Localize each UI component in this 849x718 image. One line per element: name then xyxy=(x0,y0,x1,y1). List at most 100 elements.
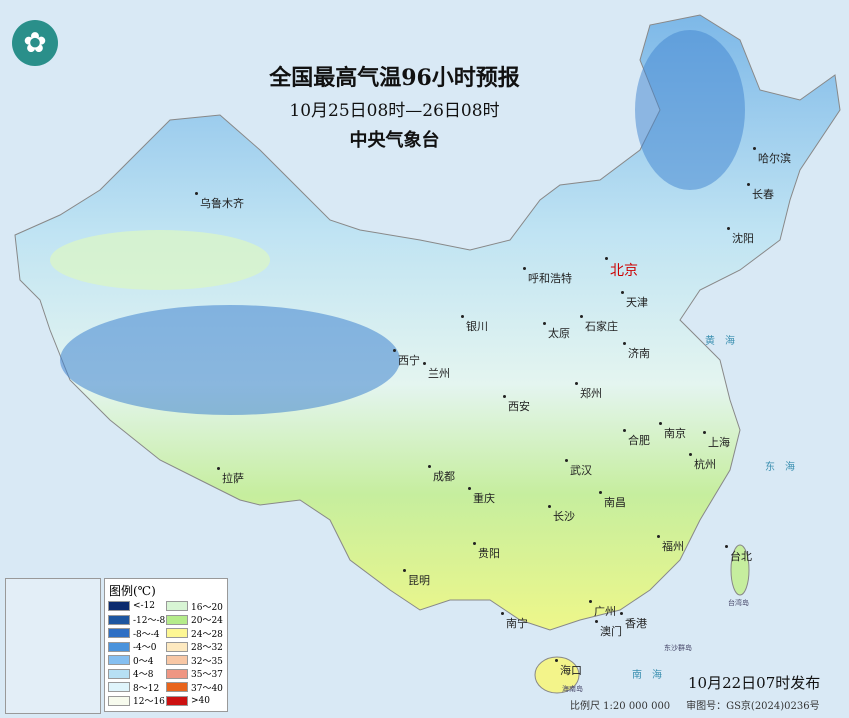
city-label: 呼和浩特 xyxy=(523,267,572,285)
city-label: 广州 xyxy=(589,600,616,618)
legend-label: 35～37 xyxy=(191,670,223,681)
legend-swatch xyxy=(108,641,130,652)
legend-swatch xyxy=(108,628,130,639)
legend-label: >40 xyxy=(191,695,210,706)
city-label: 太原 xyxy=(543,322,570,340)
legend: 图例(℃) <-12 16～20 -12～-8 20～24 -8～-4 24～28 -4～0… xyxy=(104,578,228,712)
legend-item: 24～28 xyxy=(166,627,224,640)
legend-label: -12～-8 xyxy=(133,616,166,627)
legend-label: -8～-4 xyxy=(133,629,160,640)
city-label: 海口 xyxy=(555,659,582,677)
legend-swatch xyxy=(108,614,130,625)
legend-swatch xyxy=(166,668,188,679)
legend-item: >40 xyxy=(166,695,224,708)
city-label: 南昌 xyxy=(599,491,626,509)
legend-item: 32～35 xyxy=(166,654,224,667)
legend-swatch xyxy=(108,695,130,706)
legend-label: 28～32 xyxy=(191,643,223,654)
city-label: 乌鲁木齐 xyxy=(195,192,244,210)
island-label: 台湾岛 xyxy=(728,599,749,607)
legend-swatch xyxy=(166,682,188,693)
city-label: 南京 xyxy=(659,422,686,440)
island-label: 东沙群岛 xyxy=(664,644,692,652)
city-label: 上海 xyxy=(703,431,730,449)
legend-item: 20～24 xyxy=(166,614,224,626)
legend-item: 16～20 xyxy=(166,600,224,613)
legend-item: 12～16 xyxy=(108,695,166,707)
sea-label: 东海 xyxy=(765,462,805,473)
city-label: 长沙 xyxy=(548,505,575,523)
legend-swatch xyxy=(166,628,188,639)
legend-item: <-12 xyxy=(108,600,166,613)
city-label: 福州 xyxy=(657,535,684,553)
legend-label: 24～28 xyxy=(191,629,223,640)
forecast-period: 10月25日08时—26日08时 xyxy=(289,101,500,121)
issue-time: 10月22日07时发布 xyxy=(688,674,821,692)
legend-title: 图例(℃) xyxy=(109,584,156,598)
city-label: 香港 xyxy=(620,612,647,630)
legend-label: 8～12 xyxy=(133,683,160,694)
city-label: 合肥 xyxy=(623,429,650,447)
legend-item: 8～12 xyxy=(108,681,166,694)
legend-item: 35～37 xyxy=(166,668,224,681)
legend-swatch xyxy=(166,655,188,666)
city-label: 成都 xyxy=(428,465,455,483)
city-label: 昆明 xyxy=(403,569,430,587)
issuer: 中央气象台 xyxy=(349,130,440,151)
legend-swatch xyxy=(108,668,130,679)
legend-label: 16～20 xyxy=(191,602,223,613)
map-footer: 比例尺 1:20 000 000 审图号：GS京(2024)0236号 xyxy=(570,697,820,712)
city-label: 哈尔滨 xyxy=(753,147,791,165)
legend-item: 28～32 xyxy=(166,641,224,654)
city-label: 天津 xyxy=(621,291,648,309)
legend-swatch xyxy=(166,601,188,612)
china-landmass xyxy=(14,14,841,631)
map-title: 全国最高气温96小时预报 xyxy=(269,65,520,91)
city-label: 武汉 xyxy=(565,459,592,477)
city-label: 南宁 xyxy=(501,612,528,630)
city-label: 拉萨 xyxy=(217,467,244,485)
legend-swatch xyxy=(166,614,188,625)
legend-swatch xyxy=(108,601,130,612)
legend-item: -8～-4 xyxy=(108,627,166,640)
city-label: 济南 xyxy=(623,342,650,360)
city-label: 贵阳 xyxy=(473,542,500,560)
legend-label: -4～0 xyxy=(133,643,157,654)
city-label: 西宁 xyxy=(393,349,420,367)
legend-label: <-12 xyxy=(133,601,156,612)
city-label: 银川 xyxy=(461,315,488,333)
legend-item: -4～0 xyxy=(108,641,166,654)
legend-swatch xyxy=(108,655,130,666)
city-label: 重庆 xyxy=(468,487,495,505)
legend-item: 0～4 xyxy=(108,654,166,667)
legend-item: 4～8 xyxy=(108,668,166,680)
city-label: 西安 xyxy=(503,395,530,413)
city-label: 长春 xyxy=(747,183,774,201)
legend-swatch xyxy=(166,695,188,706)
city-label: 郑州 xyxy=(575,382,602,400)
cold-region-northeast xyxy=(635,30,745,190)
legend-swatch xyxy=(166,641,188,652)
hainan-island xyxy=(534,656,580,694)
sea-label: 南海 xyxy=(632,670,672,681)
warm-region-tarim xyxy=(50,230,270,290)
cold-region-tibet xyxy=(60,305,400,415)
city-label: 石家庄 xyxy=(580,315,618,333)
legend-label: 37～40 xyxy=(191,683,223,694)
legend-label: 32～35 xyxy=(191,656,223,667)
city-label: 杭州 xyxy=(689,453,716,471)
city-label: 兰州 xyxy=(423,362,450,380)
legend-label: 0～4 xyxy=(133,656,154,667)
south-china-sea-inset-map xyxy=(5,578,101,714)
city-label: 澳门 xyxy=(595,620,622,638)
city-label: 沈阳 xyxy=(727,227,754,245)
scale-text: 比例尺 1:20 000 000 xyxy=(570,701,671,712)
legend-item: -12～-8 xyxy=(108,614,166,627)
island-label: 海南岛 xyxy=(562,685,583,693)
taiwan-island xyxy=(730,544,750,596)
capital-label: 北京 xyxy=(605,257,638,280)
legend-item: 37～40 xyxy=(166,681,224,694)
city-label: 台北 xyxy=(725,545,752,563)
cma-logo-icon: ✿ xyxy=(12,20,58,66)
